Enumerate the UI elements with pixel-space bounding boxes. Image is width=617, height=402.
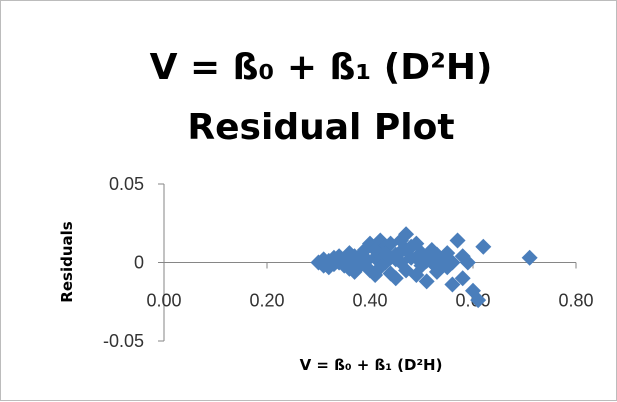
- data-point: [392, 243, 409, 260]
- x-tick-label: 0.40: [352, 291, 387, 311]
- data-points: [310, 226, 538, 309]
- x-tick-label: 0.80: [558, 291, 593, 311]
- data-point: [346, 248, 363, 265]
- x-tick-label: 0.20: [249, 291, 284, 311]
- data-point: [444, 276, 461, 293]
- data-point: [387, 270, 404, 287]
- y-tick-label: 0.05: [109, 174, 144, 194]
- data-point: [521, 249, 538, 266]
- data-point: [367, 241, 384, 258]
- y-axis-title: Residuals: [58, 221, 76, 302]
- y-tick-label: 0: [134, 253, 144, 273]
- x-tick-label: 0.00: [146, 291, 181, 311]
- data-point: [398, 226, 415, 243]
- data-point: [475, 238, 492, 255]
- data-point: [444, 254, 461, 271]
- data-point: [418, 252, 435, 269]
- y-tick-label: -0.05: [103, 331, 144, 351]
- data-point: [418, 273, 435, 290]
- data-point: [382, 249, 399, 266]
- chart-title-line-1: V = ß₀ + ß₁ (D²H): [150, 47, 493, 88]
- data-point: [449, 232, 466, 249]
- chart-title-line-2: Residual Plot: [187, 107, 454, 148]
- data-point: [454, 270, 471, 287]
- tick-labels: 0.000.200.400.600.800.050-0.05: [103, 174, 594, 351]
- data-point: [459, 254, 476, 271]
- data-point: [470, 292, 487, 309]
- x-axis-title: V = ß₀ + ß₁ (D²H): [300, 356, 443, 374]
- data-point: [356, 249, 373, 266]
